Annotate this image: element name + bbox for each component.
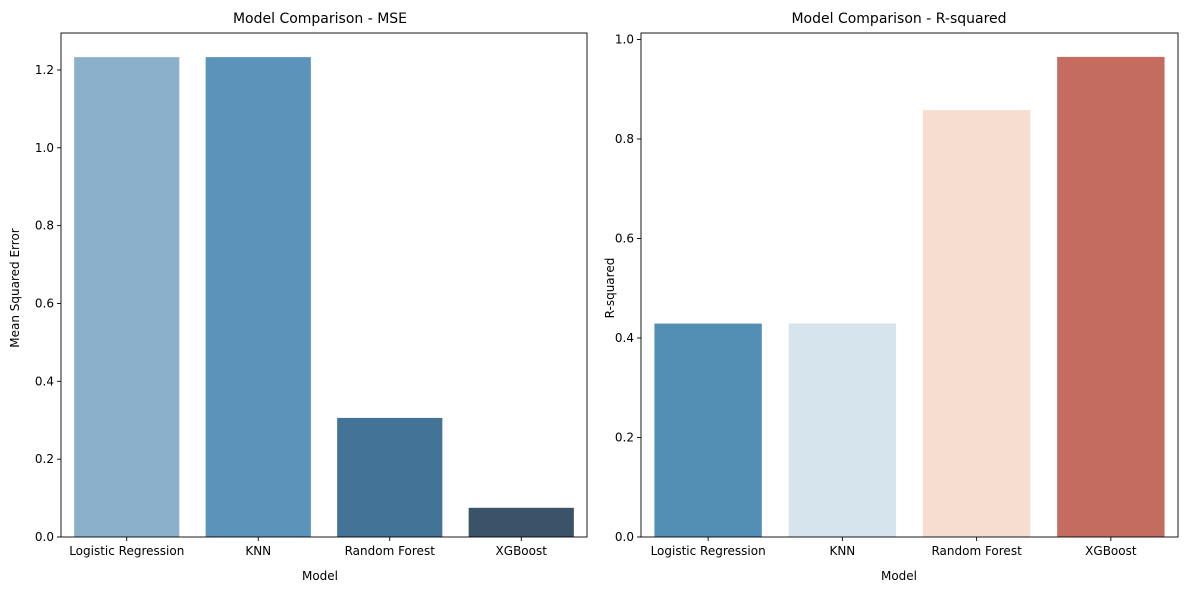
bar [205, 57, 311, 537]
x-tick-label: Random Forest [345, 544, 436, 558]
y-tick-label: 0.0 [615, 530, 634, 544]
x-axis-label: Model [881, 569, 917, 583]
y-tick-label: 1.2 [35, 63, 54, 77]
x-tick-label: Logistic Regression [69, 544, 184, 558]
y-tick-label: 1.0 [615, 32, 634, 46]
y-tick-label: 0.0 [35, 530, 54, 544]
bar [1057, 56, 1165, 537]
axes-frame [60, 32, 588, 538]
bar [922, 110, 1031, 538]
y-tick-label: 0.8 [615, 132, 634, 146]
y-tick-label: 0.4 [615, 331, 634, 345]
y-tick-label: 0.8 [35, 219, 54, 233]
y-tick-label: 0.2 [35, 452, 54, 466]
y-tick-label: 0.4 [35, 374, 54, 388]
y-axis-label: R-squared [603, 258, 617, 319]
y-tick-label: 1.0 [35, 141, 54, 155]
r-squared-chart: Model Comparison - R-squared Model R-squ… [603, 11, 1179, 583]
chart-title: Model Comparison - MSE [233, 11, 407, 27]
y-tick-label: 0.6 [35, 296, 54, 310]
x-tick-label: Logistic Regression [651, 544, 766, 558]
mse-chart: Model Comparison - MSE Model Mean Square… [8, 11, 588, 583]
x-tick-label: KNN [829, 544, 855, 558]
bar [74, 57, 180, 537]
x-tick-label: XGBoost [496, 544, 548, 558]
chart-title: Model Comparison - R-squared [791, 11, 1006, 27]
bar [654, 323, 762, 537]
x-axis-label: Model [302, 569, 338, 583]
y-tick-label: 0.2 [615, 430, 634, 444]
axes-frame [640, 32, 1179, 538]
y-tick-label: 0.6 [615, 231, 634, 245]
bar [468, 507, 574, 537]
bar [788, 323, 897, 537]
x-tick-label: XGBoost [1085, 544, 1137, 558]
y-axis-label: Mean Squared Error [8, 228, 22, 348]
bar [337, 417, 443, 537]
x-tick-label: Random Forest [931, 544, 1022, 558]
x-tick-label: KNN [245, 544, 271, 558]
